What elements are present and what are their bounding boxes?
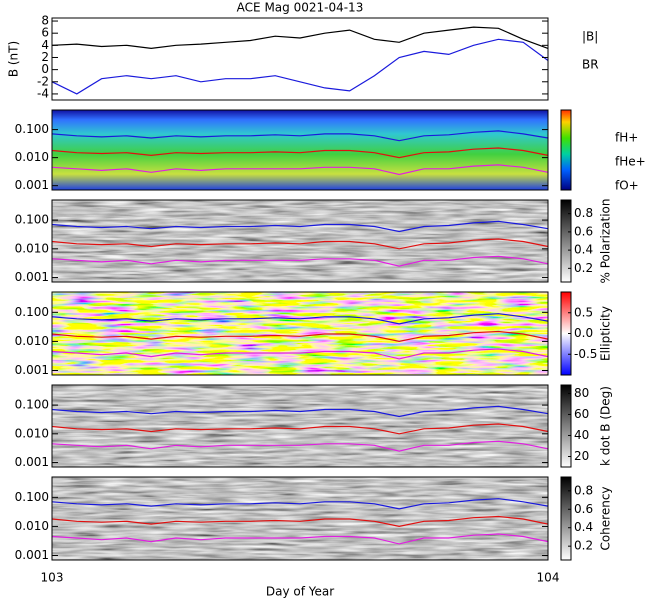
y-tick-label: 0.100 [15,305,49,319]
y-tick-label: 0.010 [15,150,49,164]
y-tick-label: 6 [41,26,49,40]
y-tick-label: 2 [41,50,49,64]
series-line [51,440,549,452]
plot-frame [51,476,549,561]
colorbar-tick-label: 0.5 [574,305,593,319]
series-line [51,348,549,360]
colorbar [560,109,572,191]
spectrogram [52,110,548,190]
colorbar [560,476,572,561]
spectrogram [52,385,548,467]
series-line [51,405,549,418]
y-axis-label: B (nT) [7,41,21,77]
series-line [51,255,549,267]
colorbar-tick-label: 0.4 [574,520,593,534]
spectrogram [52,477,548,560]
plot-frame [51,291,549,376]
colorbar-tick-label: 0.0 [574,326,593,340]
series-line [51,238,549,250]
series-line [51,130,549,142]
spectrogram [52,200,548,282]
colorbar-tick-label: 0.6 [574,502,593,516]
y-tick-label: -2 [37,74,49,88]
series-line [51,38,549,95]
y-tick-label: 0.100 [15,122,49,136]
legend-label: fO+ [615,179,639,193]
y-tick-label: 0.100 [15,398,49,412]
colorbar-tick-label: 40 [574,428,589,442]
colorbar-label: Coherency [599,486,613,550]
series-line [51,498,549,510]
colorbar-label: k dot B (Deg) [599,386,613,466]
y-tick-label: 0.001 [15,455,49,469]
series-line [51,313,549,325]
series-line [51,164,549,176]
legend-label: |B| [582,30,598,44]
colorbar-label: Ellipticity [599,306,613,361]
y-tick-label: 0.001 [15,363,49,377]
colorbar-label: % Polarization [599,199,613,284]
y-tick-label: -4 [37,86,49,100]
series-line [51,515,549,528]
y-tick-label: 0.100 [15,213,49,227]
colorbar [560,199,572,283]
y-tick-label: 0.100 [15,490,49,504]
colorbar-tick-label: 0.6 [574,224,593,238]
plot-frame [51,199,549,283]
colorbar [560,384,572,468]
legend-label: BR [582,58,599,72]
series-line [51,423,549,435]
x-tick-label: 104 [537,571,560,585]
y-tick-label: 0.001 [15,270,49,284]
legend-label: fH+ [615,131,638,145]
y-tick-label: 0.001 [15,178,49,192]
legend-label: fHe+ [615,155,646,169]
y-tick-label: 4 [41,38,49,52]
plot-frame [51,17,549,101]
series-line [51,533,549,545]
series-line [51,330,549,343]
colorbar-tick-label: 0.8 [574,206,593,220]
spectrogram [52,292,548,375]
series-line [51,26,549,50]
series-line [51,147,549,159]
y-tick-label: 0.001 [15,548,49,562]
colorbar-tick-label: 0.4 [574,243,593,257]
x-axis-label: Day of Year [266,585,334,599]
x-tick-label: 103 [41,571,64,585]
chart-title: ACE Mag 0021-04-13 [237,1,364,15]
y-tick-label: 0.010 [15,241,49,255]
colorbar-tick-label: 0.8 [574,483,593,497]
colorbar-tick-label: 0.2 [574,539,593,553]
colorbar-tick-label: 60 [574,407,589,421]
colorbar-tick-label: 80 [574,386,589,400]
y-tick-label: 8 [41,14,49,28]
colorbar-tick-label: 0.2 [574,261,593,275]
series-line [51,220,549,233]
plot-frame [51,384,549,468]
plot-frame [51,109,549,191]
y-tick-label: 0.010 [15,426,49,440]
colorbar-tick-label: -0.5 [574,347,597,361]
colorbar-tick-label: 20 [574,449,589,463]
y-tick-label: 0.010 [15,334,49,348]
y-tick-label: 0.010 [15,519,49,533]
y-tick-label: 0 [41,62,49,76]
